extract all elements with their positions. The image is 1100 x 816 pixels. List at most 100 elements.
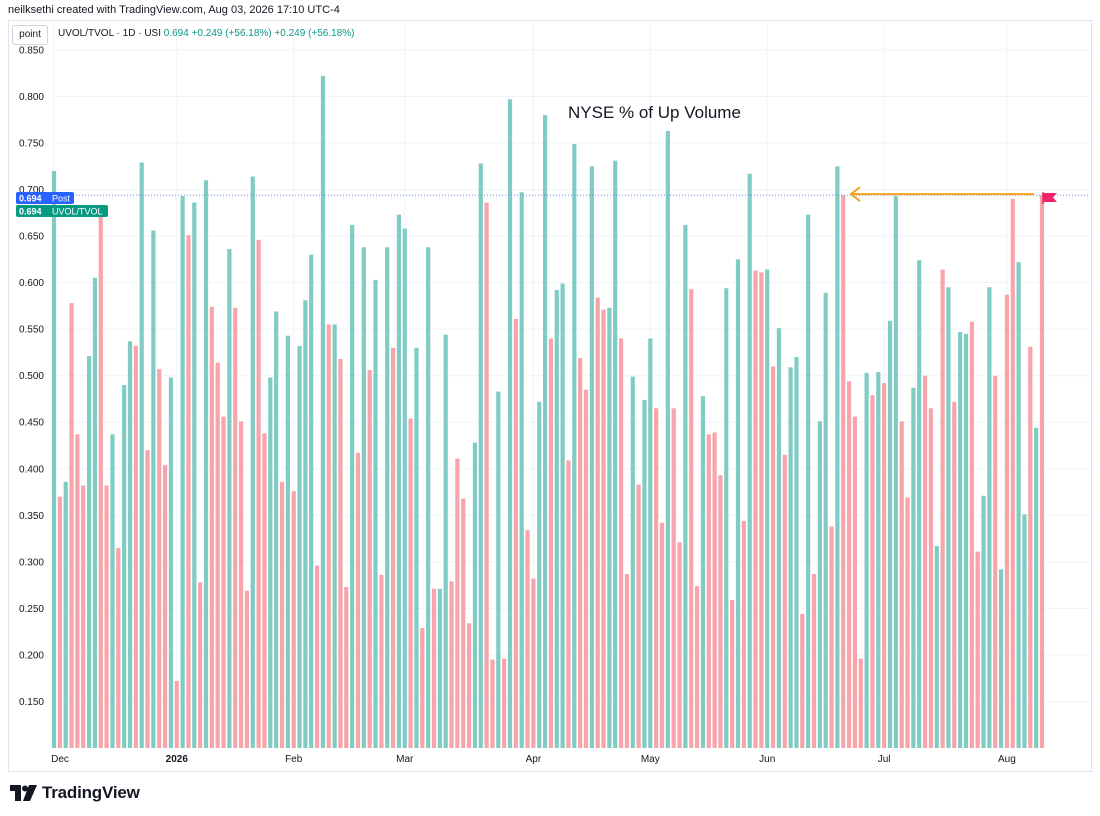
- bar[interactable]: [648, 338, 653, 748]
- bar[interactable]: [770, 366, 776, 748]
- bar[interactable]: [525, 530, 530, 748]
- bar[interactable]: [496, 391, 501, 748]
- bar[interactable]: [385, 247, 390, 748]
- bar[interactable]: [589, 166, 594, 748]
- bar[interactable]: [572, 143, 577, 748]
- bar[interactable]: [145, 450, 150, 748]
- bar[interactable]: [583, 389, 589, 748]
- bar[interactable]: [846, 381, 852, 748]
- bar[interactable]: [730, 600, 735, 748]
- bar[interactable]: [110, 434, 115, 748]
- bar[interactable]: [782, 454, 787, 748]
- bar[interactable]: [484, 202, 489, 749]
- bar[interactable]: [1022, 514, 1027, 748]
- bar[interactable]: [350, 224, 355, 748]
- bar[interactable]: [502, 658, 507, 748]
- tradingview-logo[interactable]: TradingView: [10, 783, 140, 803]
- bar[interactable]: [975, 551, 980, 748]
- bar[interactable]: [537, 401, 542, 748]
- bar[interactable]: [776, 328, 782, 748]
- bar[interactable]: [870, 395, 875, 748]
- bar[interactable]: [683, 224, 688, 748]
- bar[interactable]: [92, 277, 98, 748]
- bar[interactable]: [578, 358, 583, 748]
- bar[interactable]: [642, 399, 647, 748]
- bar[interactable]: [1010, 198, 1015, 748]
- bar[interactable]: [946, 287, 951, 748]
- bar[interactable]: [905, 497, 910, 748]
- bar[interactable]: [922, 375, 928, 748]
- bar[interactable]: [314, 565, 320, 748]
- bar[interactable]: [414, 347, 419, 748]
- bar[interactable]: [291, 491, 296, 748]
- bar[interactable]: [51, 170, 57, 748]
- bar[interactable]: [958, 331, 963, 748]
- bar[interactable]: [969, 321, 974, 748]
- bar[interactable]: [86, 356, 92, 748]
- bar[interactable]: [882, 383, 887, 748]
- bar[interactable]: [98, 206, 103, 749]
- bar[interactable]: [928, 408, 934, 748]
- bar[interactable]: [917, 260, 922, 748]
- bar[interactable]: [835, 166, 840, 748]
- bar[interactable]: [355, 452, 361, 748]
- bar[interactable]: [1034, 427, 1039, 748]
- bar[interactable]: [1004, 294, 1010, 748]
- bar[interactable]: [303, 300, 308, 748]
- bar[interactable]: [437, 588, 442, 748]
- bar[interactable]: [595, 297, 600, 748]
- bar[interactable]: [215, 362, 220, 748]
- bar[interactable]: [753, 270, 758, 748]
- bar[interactable]: [940, 269, 945, 748]
- bar[interactable]: [127, 341, 133, 748]
- bar[interactable]: [747, 173, 752, 748]
- bar[interactable]: [396, 214, 402, 748]
- bar[interactable]: [338, 358, 343, 748]
- bar[interactable]: [443, 334, 448, 748]
- bar[interactable]: [268, 377, 273, 748]
- bar[interactable]: [174, 680, 179, 748]
- bar[interactable]: [63, 481, 68, 748]
- bar[interactable]: [554, 290, 559, 748]
- bar[interactable]: [665, 130, 670, 748]
- bar[interactable]: [116, 547, 121, 748]
- bar[interactable]: [607, 307, 612, 748]
- flag-icon[interactable]: [1042, 192, 1057, 204]
- bar[interactable]: [151, 230, 156, 748]
- bar[interactable]: [244, 590, 250, 748]
- bar[interactable]: [794, 357, 799, 748]
- bar[interactable]: [677, 542, 682, 748]
- bar[interactable]: [718, 475, 723, 748]
- bar[interactable]: [542, 115, 548, 749]
- bar[interactable]: [57, 496, 62, 748]
- bar[interactable]: [887, 320, 893, 748]
- bar[interactable]: [139, 162, 144, 749]
- bar[interactable]: [531, 578, 536, 748]
- bar[interactable]: [899, 421, 904, 748]
- bar[interactable]: [466, 623, 472, 748]
- bar[interactable]: [233, 307, 238, 748]
- bar[interactable]: [706, 434, 711, 748]
- bar[interactable]: [841, 195, 846, 749]
- bar[interactable]: [122, 385, 127, 748]
- bar[interactable]: [285, 335, 290, 748]
- bar[interactable]: [203, 180, 209, 748]
- bar[interactable]: [507, 99, 513, 748]
- bar[interactable]: [806, 214, 811, 748]
- bar[interactable]: [320, 75, 326, 748]
- bar[interactable]: [472, 442, 478, 748]
- bar[interactable]: [426, 247, 431, 748]
- bar[interactable]: [180, 196, 185, 749]
- bar[interactable]: [741, 520, 746, 748]
- bar[interactable]: [104, 485, 109, 748]
- bar[interactable]: [379, 574, 384, 748]
- bar[interactable]: [262, 433, 267, 748]
- symbol-legend[interactable]: UVOL/TVOL · 1D · USI 0.694 +0.249 (+56.1…: [58, 28, 354, 39]
- bar[interactable]: [238, 421, 244, 748]
- bar[interactable]: [431, 588, 437, 748]
- bar[interactable]: [402, 228, 407, 749]
- bar[interactable]: [221, 416, 226, 748]
- bar[interactable]: [735, 259, 741, 748]
- bar[interactable]: [788, 367, 793, 748]
- bar[interactable]: [297, 345, 302, 748]
